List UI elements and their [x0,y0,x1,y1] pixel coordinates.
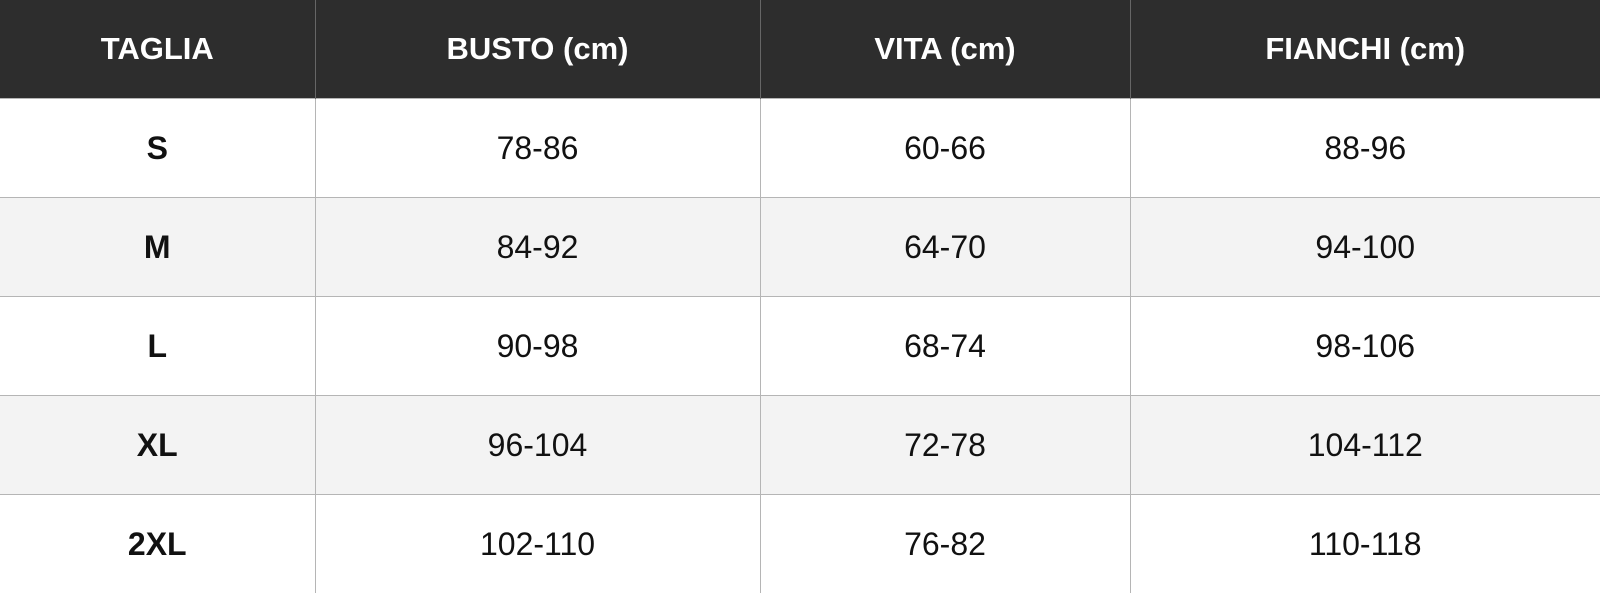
size-cell: 2XL [0,495,315,593]
measure-cell: 94-100 [1130,198,1600,297]
size-cell: S [0,99,315,198]
measure-cell: 102-110 [315,495,760,593]
measure-cell: 60-66 [760,99,1130,198]
header-cell: BUSTO (cm) [315,0,760,99]
header-cell: FIANCHI (cm) [1130,0,1600,99]
header-cell: VITA (cm) [760,0,1130,99]
measure-cell: 76-82 [760,495,1130,593]
measure-cell: 68-74 [760,297,1130,396]
measure-cell: 78-86 [315,99,760,198]
measure-cell: 96-104 [315,396,760,495]
size-cell: M [0,198,315,297]
measure-cell: 104-112 [1130,396,1600,495]
measure-cell: 90-98 [315,297,760,396]
measure-cell: 88-96 [1130,99,1600,198]
size-cell: L [0,297,315,396]
measure-cell: 110-118 [1130,495,1600,593]
measure-cell: 84-92 [315,198,760,297]
measure-cell: 64-70 [760,198,1130,297]
size-cell: XL [0,396,315,495]
header-cell: TAGLIA [0,0,315,99]
measure-cell: 98-106 [1130,297,1600,396]
measure-cell: 72-78 [760,396,1130,495]
